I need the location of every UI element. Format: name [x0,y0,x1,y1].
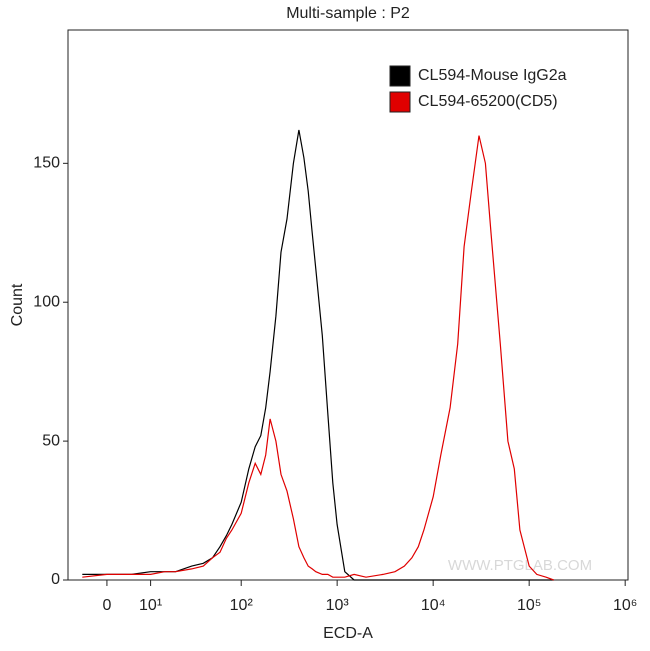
x-tick-label: 10¹ [139,597,162,614]
plot-frame [67,29,629,581]
x-tick-label: 10⁵ [517,597,541,614]
y-tick-label: 0 [51,571,60,588]
y-tick-label: 50 [42,432,60,449]
x-axis-label: ECD-A [323,625,373,642]
x-tick-label: 0 [102,597,111,614]
y-tick-label: 150 [33,155,60,172]
series-line [82,135,554,581]
watermark: WWW.PTGLAB.COM [448,557,592,574]
legend-label: CL594-65200(CD5) [418,93,558,110]
legend-swatch [389,91,411,113]
y-tick-label: 100 [33,293,60,310]
x-tick-label: 10² [230,597,254,614]
x-tick-label: 10⁴ [421,597,446,614]
chart-title: Multi-sample : P2 [286,5,410,22]
y-axis-label: Count [9,283,26,326]
legend-label: CL594-Mouse IgG2a [418,67,567,84]
x-tick-label: 10³ [326,597,350,614]
series-line [82,129,554,581]
legend-swatch [389,65,411,87]
x-tick-label: 10⁶ [613,597,637,614]
